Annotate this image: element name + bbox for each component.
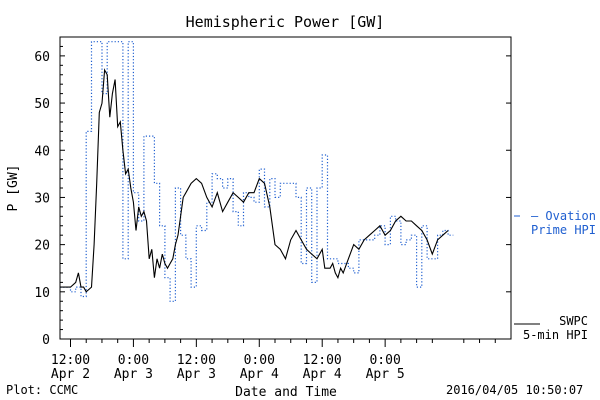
- y-tick-label: 60: [34, 50, 50, 65]
- x-tick-label-time: 12:00: [51, 353, 90, 368]
- series-ovation-line: [60, 41, 454, 302]
- x-tick-label-date: Apr 5: [366, 367, 405, 382]
- y-tick-label: 0: [42, 333, 50, 348]
- y-tick-label: 20: [34, 239, 50, 254]
- y-axis-ticks: 0 10 20 30 40 50 60: [34, 45, 511, 348]
- y-tick-label: 10: [34, 286, 50, 301]
- legend-swpc: SWPC 5-min HPI: [514, 314, 588, 342]
- legend-ovation-line1: — Ovation: [531, 209, 596, 223]
- y-axis-label: P [GW]: [6, 165, 21, 212]
- legend-ovation: — Ovation Prime HPI: [531, 209, 596, 237]
- y-tick-label: 40: [34, 144, 50, 159]
- x-tick-label-time: 12:00: [177, 353, 216, 368]
- x-tick-label-date: Apr 4: [240, 367, 279, 382]
- x-tick-label-date: Apr 3: [114, 367, 153, 382]
- y-tick-label: 50: [34, 97, 50, 112]
- legend-ovation-line2: Prime HPI: [531, 223, 596, 237]
- x-tick-label-time: 0:00: [118, 353, 149, 368]
- plot-frame: [59, 36, 512, 340]
- x-tick-label-date: Apr 3: [177, 367, 216, 382]
- y-tick-label: 30: [34, 191, 50, 206]
- legend-swpc-line2: 5-min HPI: [523, 328, 588, 342]
- x-tick-label-date: Apr 4: [303, 367, 342, 382]
- x-axis-label: Date and Time: [235, 385, 337, 400]
- chart-title: Hemispheric Power [GW]: [186, 13, 385, 31]
- footer-timestamp: 2016/04/05 10:50:07: [446, 383, 584, 397]
- x-tick-label-time: 12:00: [303, 353, 342, 368]
- footer-credit: Plot: CCMC: [6, 383, 79, 397]
- series-lines: [60, 41, 454, 302]
- x-tick-label-time: 0:00: [369, 353, 400, 368]
- series-swpc-line: [60, 68, 449, 293]
- x-tick-label-date: Apr 2: [51, 367, 90, 382]
- x-tick-label-time: 0:00: [244, 353, 275, 368]
- legend-swpc-line1: SWPC: [559, 314, 588, 328]
